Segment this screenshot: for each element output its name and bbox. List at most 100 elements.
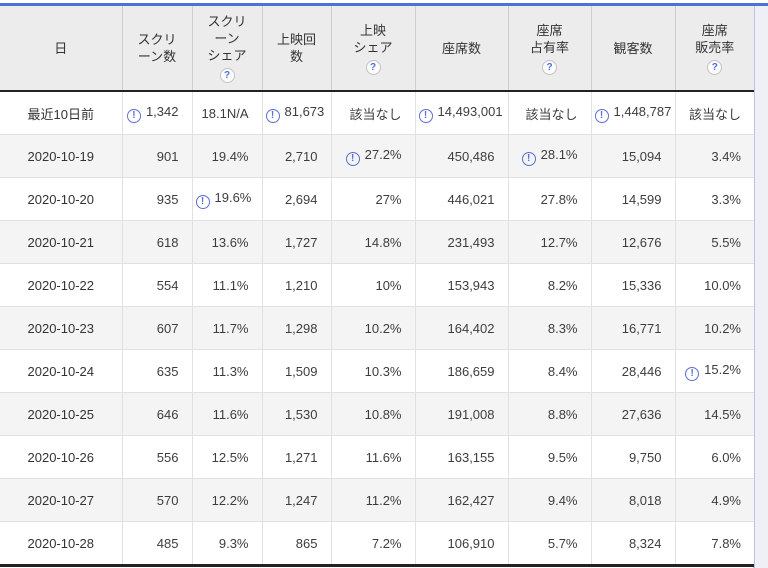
value-cell: 11.7% — [192, 306, 263, 350]
value-cell: 13.6% — [192, 220, 263, 264]
value-cell: 9.5% — [508, 435, 592, 479]
cell-value: 10.3% — [364, 363, 402, 379]
cell-value: 635 — [156, 363, 179, 379]
value-cell: 14,599 — [591, 177, 676, 221]
info-icon[interactable]: ! — [521, 151, 536, 166]
cell-value: 18.1N/A — [201, 105, 249, 121]
date-cell: 2020-10-24 — [0, 349, 123, 393]
value-cell: 18.1N/A — [192, 91, 263, 135]
cell-value: 3.4% — [711, 148, 741, 164]
help-icon[interactable]: ? — [707, 59, 723, 75]
value-cell: 4.9% — [675, 478, 754, 522]
value-cell: 15,094 — [591, 134, 676, 178]
cell-value: 1,271 — [284, 449, 318, 465]
cell-value: 10.2% — [704, 320, 741, 336]
cell-value: 10% — [375, 277, 402, 293]
value-cell: 11.6% — [331, 435, 416, 479]
value-cell: 15,336 — [591, 263, 676, 307]
cell-value: 28.1% — [540, 146, 578, 162]
header-row: 日スクリ ーン数 スクリ ーン シェア? 上映回 数上映 シェア? 座席数 座席 占有率… — [0, 6, 754, 92]
value-cell: ! 81,673 — [262, 91, 332, 135]
column-header-1: スクリ ーン数 — [122, 6, 193, 92]
cell-value: 11.1% — [212, 277, 249, 293]
column-label: 座席 販売率 — [695, 22, 735, 55]
info-icon[interactable]: ! — [685, 366, 700, 381]
column-label: 座席 占有率 — [529, 22, 569, 55]
info-icon[interactable]: ! — [345, 151, 360, 166]
cell-value: 8,018 — [628, 492, 662, 508]
column-label: 観客数 — [613, 40, 653, 56]
value-cell: 5.5% — [675, 220, 754, 264]
date-cell: 2020-10-23 — [0, 306, 123, 350]
cell-value: 607 — [156, 320, 179, 336]
cell-value: 14,493,001 — [437, 103, 503, 119]
date-cell: 2020-10-20 — [0, 177, 123, 221]
value-cell: 164,402 — [415, 306, 509, 350]
cell-value: 8,324 — [628, 535, 662, 551]
value-cell: 3.4% — [675, 134, 754, 178]
cell-value: 8.3% — [547, 320, 578, 336]
cell-value: 12.7% — [540, 234, 578, 250]
column-header-4: 上映 シェア? — [331, 6, 416, 92]
cell-value: 16,771 — [621, 320, 662, 336]
value-cell: 153,943 — [415, 263, 509, 307]
value-cell: 11.6% — [192, 392, 263, 436]
value-cell: 8.4% — [508, 349, 592, 393]
cell-value: 27% — [375, 191, 402, 207]
cell-value: 15,336 — [621, 277, 662, 293]
cell-value: 14.8% — [364, 234, 402, 250]
cell-value: 106,910 — [447, 535, 495, 551]
table-row: 2020-10-28 485 9.3% 865 7.2% 106,910 5.7% 8,324… — [0, 521, 754, 567]
cell-value: 9.3% — [218, 535, 249, 551]
info-icon[interactable]: ! — [594, 108, 609, 123]
cell-value: 11.7% — [212, 320, 249, 336]
info-icon[interactable]: ! — [195, 194, 210, 209]
cell-value: 27.2% — [364, 146, 402, 162]
cell-value: 485 — [156, 535, 179, 551]
info-icon[interactable]: ! — [418, 108, 433, 123]
value-cell: 1,509 — [262, 349, 332, 393]
value-cell: 1,247 — [262, 478, 332, 522]
value-cell: 5.7% — [508, 521, 592, 567]
help-icon[interactable]: ? — [542, 59, 557, 75]
cell-value: 1,298 — [284, 320, 318, 336]
value-cell: ! 27.2% — [331, 134, 416, 178]
cell-value: 14,599 — [621, 191, 662, 207]
value-cell: 186,659 — [415, 349, 509, 393]
cell-value: 1,530 — [284, 406, 318, 422]
value-cell: 231,493 — [415, 220, 509, 264]
cell-value: 10.8% — [364, 406, 402, 422]
value-cell: 1,727 — [262, 220, 332, 264]
cell-value: 865 — [295, 535, 318, 551]
cell-value: 935 — [156, 191, 179, 207]
column-label: 日 — [54, 40, 68, 56]
value-cell: 446,021 — [415, 177, 509, 221]
value-cell: ! 1,448,787 — [591, 91, 676, 135]
info-icon[interactable]: ! — [265, 108, 280, 123]
help-icon[interactable]: ? — [365, 59, 381, 75]
cell-value: 9,750 — [628, 449, 662, 465]
value-cell: 570 — [122, 478, 193, 522]
daily-stats-table: 日スクリ ーン数 スクリ ーン シェア? 上映回 数上映 シェア? 座席数 座席 占有率… — [0, 6, 754, 567]
value-cell: 191,008 — [415, 392, 509, 436]
cell-value: 12.5% — [211, 449, 249, 465]
value-cell: 635 — [122, 349, 193, 393]
value-cell: 7.2% — [331, 521, 416, 567]
value-cell: 556 — [122, 435, 193, 479]
column-header-7: 観客数 — [591, 6, 676, 92]
table-row: 2020-10-27 570 12.2% 1,247 11.2% 162,427 9.4% 8… — [0, 478, 754, 522]
value-cell: 27.8% — [508, 177, 592, 221]
value-cell: 9,750 — [591, 435, 676, 479]
help-icon[interactable]: ? — [219, 68, 235, 83]
cell-value: 7.8% — [711, 535, 741, 551]
column-header-5: 座席数 — [415, 6, 509, 92]
cell-value: 27,636 — [621, 406, 662, 422]
cell-value: 191,008 — [447, 406, 495, 422]
column-label: スクリ ーン数 — [137, 32, 177, 64]
column-header-3: 上映回 数 — [262, 6, 332, 92]
info-icon[interactable]: ! — [126, 108, 141, 123]
cell-value: 6.0% — [711, 449, 741, 465]
date-cell: 2020-10-19 — [0, 134, 123, 178]
value-cell: 10.2% — [675, 306, 754, 350]
value-cell: 14.8% — [331, 220, 416, 264]
